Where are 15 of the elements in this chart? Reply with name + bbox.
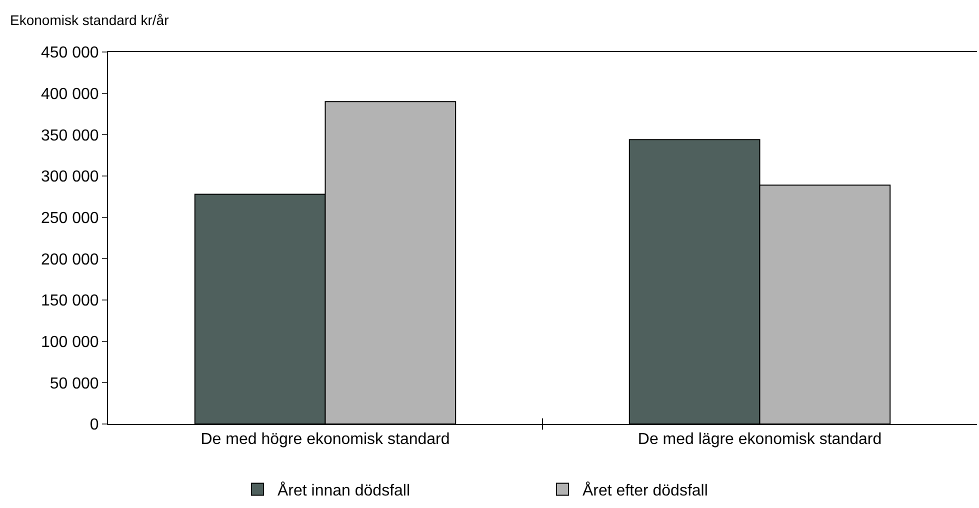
y-tick-label: 50 000	[50, 375, 99, 392]
x-tick-label: De med lägre ekonomisk standard	[638, 431, 882, 448]
y-tick-label: 400 000	[40, 86, 99, 103]
y-tick-label: 200 000	[40, 251, 99, 268]
y-tick-label: 450 000	[40, 44, 99, 62]
y-tick-label: 150 000	[40, 292, 99, 310]
y-tick-label: 0	[90, 416, 99, 434]
x-tick-label: De med högre ekonomisk standard	[200, 431, 450, 448]
y-tick-label: 250 000	[40, 210, 99, 227]
legend-label: Året innan dödsfall	[278, 482, 410, 500]
y-tick-label: 300 000	[40, 168, 99, 186]
y-tick-label: 100 000	[40, 334, 99, 351]
y-axis-title: Ekonomisk standard kr/år	[10, 12, 170, 28]
y-tick-label: 350 000	[40, 127, 99, 144]
legend-label: Året efter dödsfall	[582, 482, 708, 500]
